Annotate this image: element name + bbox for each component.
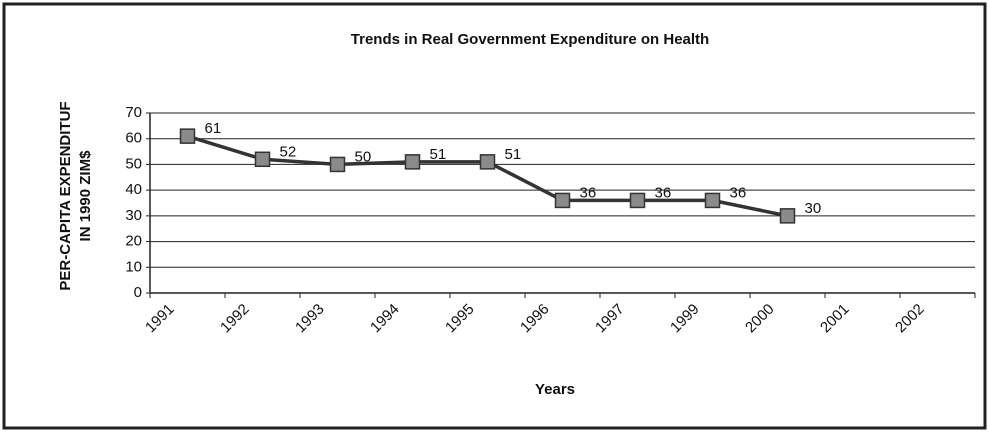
y-tick-label: 10 bbox=[125, 258, 142, 275]
marker bbox=[554, 192, 571, 209]
y-axis-title: PER-CAPITA EXPENDITUF bbox=[57, 101, 74, 290]
marker bbox=[329, 156, 346, 173]
y-tick-label: 0 bbox=[134, 284, 142, 301]
data-label: 51 bbox=[430, 146, 447, 163]
marker bbox=[479, 154, 496, 170]
data-label: 52 bbox=[280, 143, 297, 160]
data-label: 30 bbox=[805, 200, 822, 217]
y-tick-label: 40 bbox=[125, 181, 142, 198]
data-label: 61 bbox=[205, 120, 222, 137]
marker bbox=[254, 151, 271, 168]
y-tick-label: 50 bbox=[125, 155, 142, 172]
data-label: 36 bbox=[730, 184, 747, 201]
marker bbox=[404, 154, 421, 170]
data-label: 36 bbox=[580, 184, 597, 201]
y-axis-title: IN 1990 ZIM$ bbox=[77, 150, 94, 242]
y-tick-label: 30 bbox=[125, 207, 142, 224]
data-label: 36 bbox=[655, 184, 672, 201]
data-label: 51 bbox=[505, 146, 522, 163]
marker bbox=[704, 192, 721, 209]
y-tick-label: 70 bbox=[125, 104, 142, 121]
marker bbox=[179, 128, 196, 144]
x-axis-title: Years bbox=[535, 381, 575, 398]
marker bbox=[779, 208, 796, 224]
chart-title: Trends in Real Government Expenditure on… bbox=[351, 31, 709, 48]
marker bbox=[629, 192, 646, 209]
y-tick-label: 20 bbox=[125, 233, 142, 250]
y-tick-label: 60 bbox=[125, 130, 142, 147]
data-label: 50 bbox=[355, 148, 372, 165]
